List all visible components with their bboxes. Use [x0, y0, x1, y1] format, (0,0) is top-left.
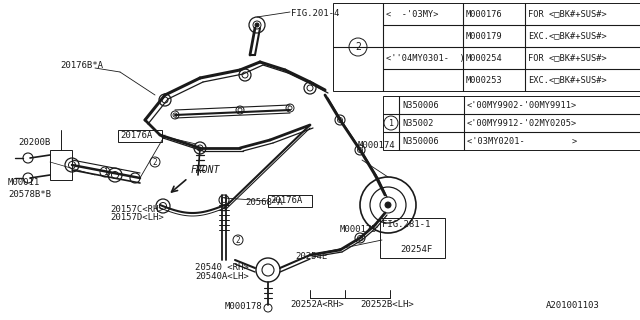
Text: <'03MY0201-         >: <'03MY0201- >: [467, 137, 577, 146]
Text: 2: 2: [236, 236, 240, 244]
Text: 2: 2: [355, 42, 361, 52]
Text: M000179: M000179: [466, 31, 503, 41]
Text: 20540 <RH>: 20540 <RH>: [195, 263, 249, 272]
Text: 20254E: 20254E: [295, 252, 327, 261]
Circle shape: [238, 108, 242, 112]
Text: 20568*A: 20568*A: [245, 198, 283, 207]
Text: 20176A: 20176A: [120, 131, 152, 140]
Bar: [333, 3, 640, 91]
Bar: [118, 130, 162, 142]
Text: N350006: N350006: [402, 137, 439, 146]
Circle shape: [255, 23, 259, 27]
Text: 20578B*B: 20578B*B: [8, 190, 51, 199]
Bar: [50, 150, 72, 180]
Text: <'00MY9902-'00MY9911>: <'00MY9902-'00MY9911>: [467, 100, 577, 109]
Text: M000174: M000174: [358, 141, 396, 150]
Text: N350006: N350006: [402, 100, 439, 109]
Text: 20157C<RH>: 20157C<RH>: [110, 205, 164, 214]
Text: M000178: M000178: [225, 302, 262, 311]
Text: 20252B<LH>: 20252B<LH>: [360, 300, 413, 309]
Text: FOR <□BK#+SUS#>: FOR <□BK#+SUS#>: [528, 53, 607, 62]
Text: 20176B*A: 20176B*A: [60, 60, 103, 69]
Text: 1: 1: [102, 167, 108, 177]
Text: FRONT: FRONT: [191, 165, 220, 175]
Text: 20157D<LH>: 20157D<LH>: [110, 213, 164, 222]
Text: FIG.201-4: FIG.201-4: [291, 9, 339, 18]
Text: 2: 2: [153, 157, 157, 166]
Text: 20540A<LH>: 20540A<LH>: [195, 272, 249, 281]
Text: 20254F: 20254F: [400, 245, 432, 254]
Text: M000176: M000176: [466, 10, 503, 19]
Text: M000254: M000254: [466, 53, 503, 62]
Text: A201001103: A201001103: [547, 301, 600, 310]
Text: 20176A: 20176A: [270, 196, 302, 205]
Circle shape: [385, 202, 391, 208]
Text: <'00MY9912-'02MY0205>: <'00MY9912-'02MY0205>: [467, 118, 577, 127]
Text: M00011: M00011: [8, 178, 40, 187]
Bar: [268, 195, 312, 207]
Text: EXC.<□BK#+SUS#>: EXC.<□BK#+SUS#>: [528, 76, 607, 84]
Text: 1: 1: [388, 118, 394, 127]
Bar: [380, 218, 445, 258]
Bar: [383, 96, 640, 150]
Text: 20252A<RH>: 20252A<RH>: [290, 300, 344, 309]
Text: N35002: N35002: [402, 118, 433, 127]
Text: M000175: M000175: [340, 225, 378, 234]
Text: M000253: M000253: [466, 76, 503, 84]
Text: FIG.281-1: FIG.281-1: [382, 220, 430, 229]
Text: FOR <□BK#+SUS#>: FOR <□BK#+SUS#>: [528, 10, 607, 19]
Text: 20200B: 20200B: [18, 138, 51, 147]
Text: <''04MY0301-  ): <''04MY0301- ): [386, 53, 465, 62]
Text: <  -'03MY>: < -'03MY>: [386, 10, 438, 19]
Text: EXC.<□BK#+SUS#>: EXC.<□BK#+SUS#>: [528, 31, 607, 41]
Circle shape: [173, 113, 177, 117]
Circle shape: [288, 106, 292, 110]
